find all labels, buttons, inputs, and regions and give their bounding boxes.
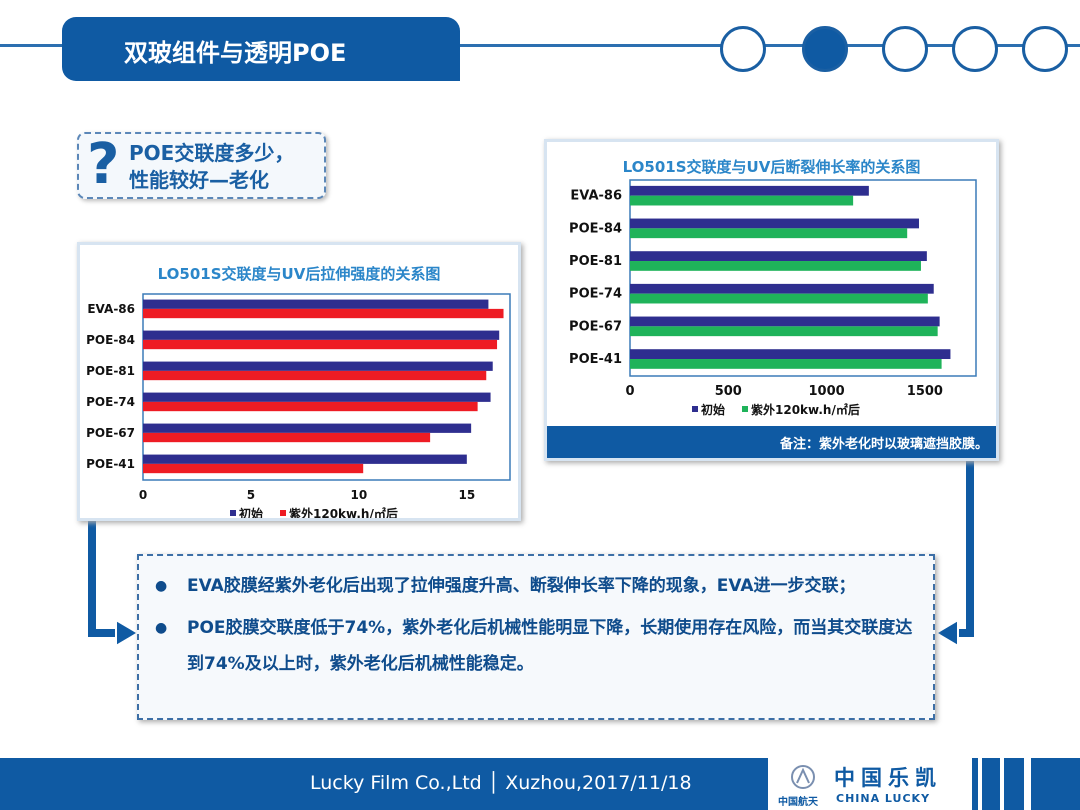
bar-uv-aged bbox=[143, 401, 478, 412]
bar-uv-aged bbox=[630, 293, 928, 304]
category-label: POE-84 bbox=[86, 333, 135, 347]
footer-text: Lucky Film Co.,Ltd │ Xuzhou,2017/11/18 bbox=[310, 772, 692, 794]
bar-uv-aged bbox=[143, 463, 364, 474]
question-box: ? POE交联度多少， 性能较好—老化 bbox=[77, 132, 326, 199]
x-tick-label: 500 bbox=[715, 384, 742, 399]
bar-uv-aged bbox=[143, 339, 498, 350]
legend-swatch-uv bbox=[742, 406, 748, 412]
question-mark-icon: ? bbox=[87, 132, 120, 197]
aerospace-logo-icon bbox=[791, 765, 815, 789]
bar-uv-aged bbox=[630, 359, 942, 369]
legend-label-initial: 初始 bbox=[701, 402, 725, 417]
elongation-chart: LO501S交联度与UV后断裂伸长率的关系图 EVA-86 POE-84 POE-8… bbox=[544, 139, 999, 461]
chart-note: 备注：紫外老化时以玻璃遮挡胶膜。 bbox=[547, 426, 996, 458]
bar-initial bbox=[143, 423, 472, 433]
chart-title: LO501S交联度与UV后断裂伸长率的关系图 bbox=[622, 158, 921, 176]
bar-initial bbox=[630, 251, 927, 262]
nav-dot-1[interactable] bbox=[720, 26, 766, 72]
bar-initial bbox=[630, 283, 934, 294]
x-tick-label: 10 bbox=[351, 488, 368, 502]
bar-uv-aged bbox=[630, 228, 908, 239]
bar-initial bbox=[143, 392, 491, 402]
china-lucky-logo: 中国乐凯 中国航天 CHINA LUCKY bbox=[768, 758, 962, 810]
legend-swatch-initial bbox=[230, 510, 236, 516]
nav-dot-3[interactable] bbox=[882, 26, 928, 72]
bullet-2: ● POE胶膜交联度低于74%，紫外老化后机械性能明显下降，长期使用存在风险，而当… bbox=[155, 610, 919, 682]
nav-dot-5[interactable] bbox=[1022, 26, 1068, 72]
legend-swatch-uv bbox=[280, 510, 286, 516]
category-label: EVA-86 bbox=[87, 302, 135, 316]
x-tick-label: 0 bbox=[139, 488, 147, 502]
bullet-1: ● EVA胶膜经紫外老化后出现了拉伸强度升高、断裂伸长率下降的现象，EVA进一步交… bbox=[155, 568, 919, 604]
legend-label-uv: 紫外120kw.h/㎡后 bbox=[289, 506, 398, 518]
nav-dot-4[interactable] bbox=[952, 26, 998, 72]
bar-initial bbox=[143, 330, 500, 340]
bar-initial bbox=[143, 299, 489, 309]
bar-uv-aged bbox=[630, 195, 854, 206]
plot-area bbox=[142, 293, 511, 481]
category-label: POE-41 bbox=[86, 457, 135, 471]
header-line bbox=[0, 44, 1080, 47]
tensile-strength-chart: LO501S交联度与UV后拉伸强度的关系图 EVA-86 POE-84 POE-81… bbox=[77, 242, 521, 521]
bullet-icon: ● bbox=[155, 578, 168, 594]
category-label: POE-74 bbox=[569, 287, 622, 302]
question-line-1: POE交联度多少， bbox=[129, 141, 295, 165]
category-label: POE-81 bbox=[569, 254, 622, 269]
category-label: POE-81 bbox=[86, 364, 135, 378]
nav-dot-2-active[interactable] bbox=[802, 26, 848, 72]
plot-area bbox=[629, 179, 977, 377]
category-label: POE-84 bbox=[569, 221, 622, 236]
x-tick-label: 1000 bbox=[808, 384, 844, 399]
summary-box: ● EVA胶膜经紫外老化后出现了拉伸强度升高、断裂伸长率下降的现象，EVA进一步交… bbox=[137, 554, 935, 720]
bar-initial bbox=[630, 185, 869, 196]
bar-uv-aged bbox=[630, 261, 921, 271]
category-label: EVA-86 bbox=[570, 189, 622, 204]
chart-title: LO501S交联度与UV后拉伸强度的关系图 bbox=[157, 265, 441, 283]
x-tick-label: 1500 bbox=[907, 384, 943, 399]
bar-uv-aged bbox=[143, 370, 487, 381]
legend-swatch-initial bbox=[692, 406, 698, 412]
legend-label-initial: 初始 bbox=[239, 506, 263, 518]
footer: Lucky Film Co.,Ltd │ Xuzhou,2017/11/18 中… bbox=[0, 758, 1080, 810]
bar-uv-aged bbox=[143, 432, 431, 443]
bar-initial bbox=[630, 218, 919, 229]
legend-label-uv: 紫外120kw.h/㎡后 bbox=[751, 402, 860, 417]
x-tick-label: 0 bbox=[625, 384, 634, 399]
page-title: 双玻组件与透明POE bbox=[62, 17, 460, 81]
bar-initial bbox=[143, 361, 493, 371]
bar-initial bbox=[630, 316, 940, 327]
bar-initial bbox=[143, 454, 467, 464]
bullet-icon: ● bbox=[155, 620, 168, 636]
x-tick-label: 15 bbox=[458, 488, 475, 502]
bar-initial bbox=[630, 349, 951, 360]
category-label: POE-74 bbox=[86, 395, 135, 409]
category-label: POE-67 bbox=[569, 319, 622, 334]
bar-uv-aged bbox=[630, 326, 938, 337]
question-line-2: 性能较好—老化 bbox=[129, 168, 269, 192]
category-label: POE-67 bbox=[86, 426, 135, 440]
category-label: POE-41 bbox=[569, 352, 622, 367]
x-tick-label: 5 bbox=[247, 488, 255, 502]
bar-uv-aged bbox=[143, 308, 504, 319]
